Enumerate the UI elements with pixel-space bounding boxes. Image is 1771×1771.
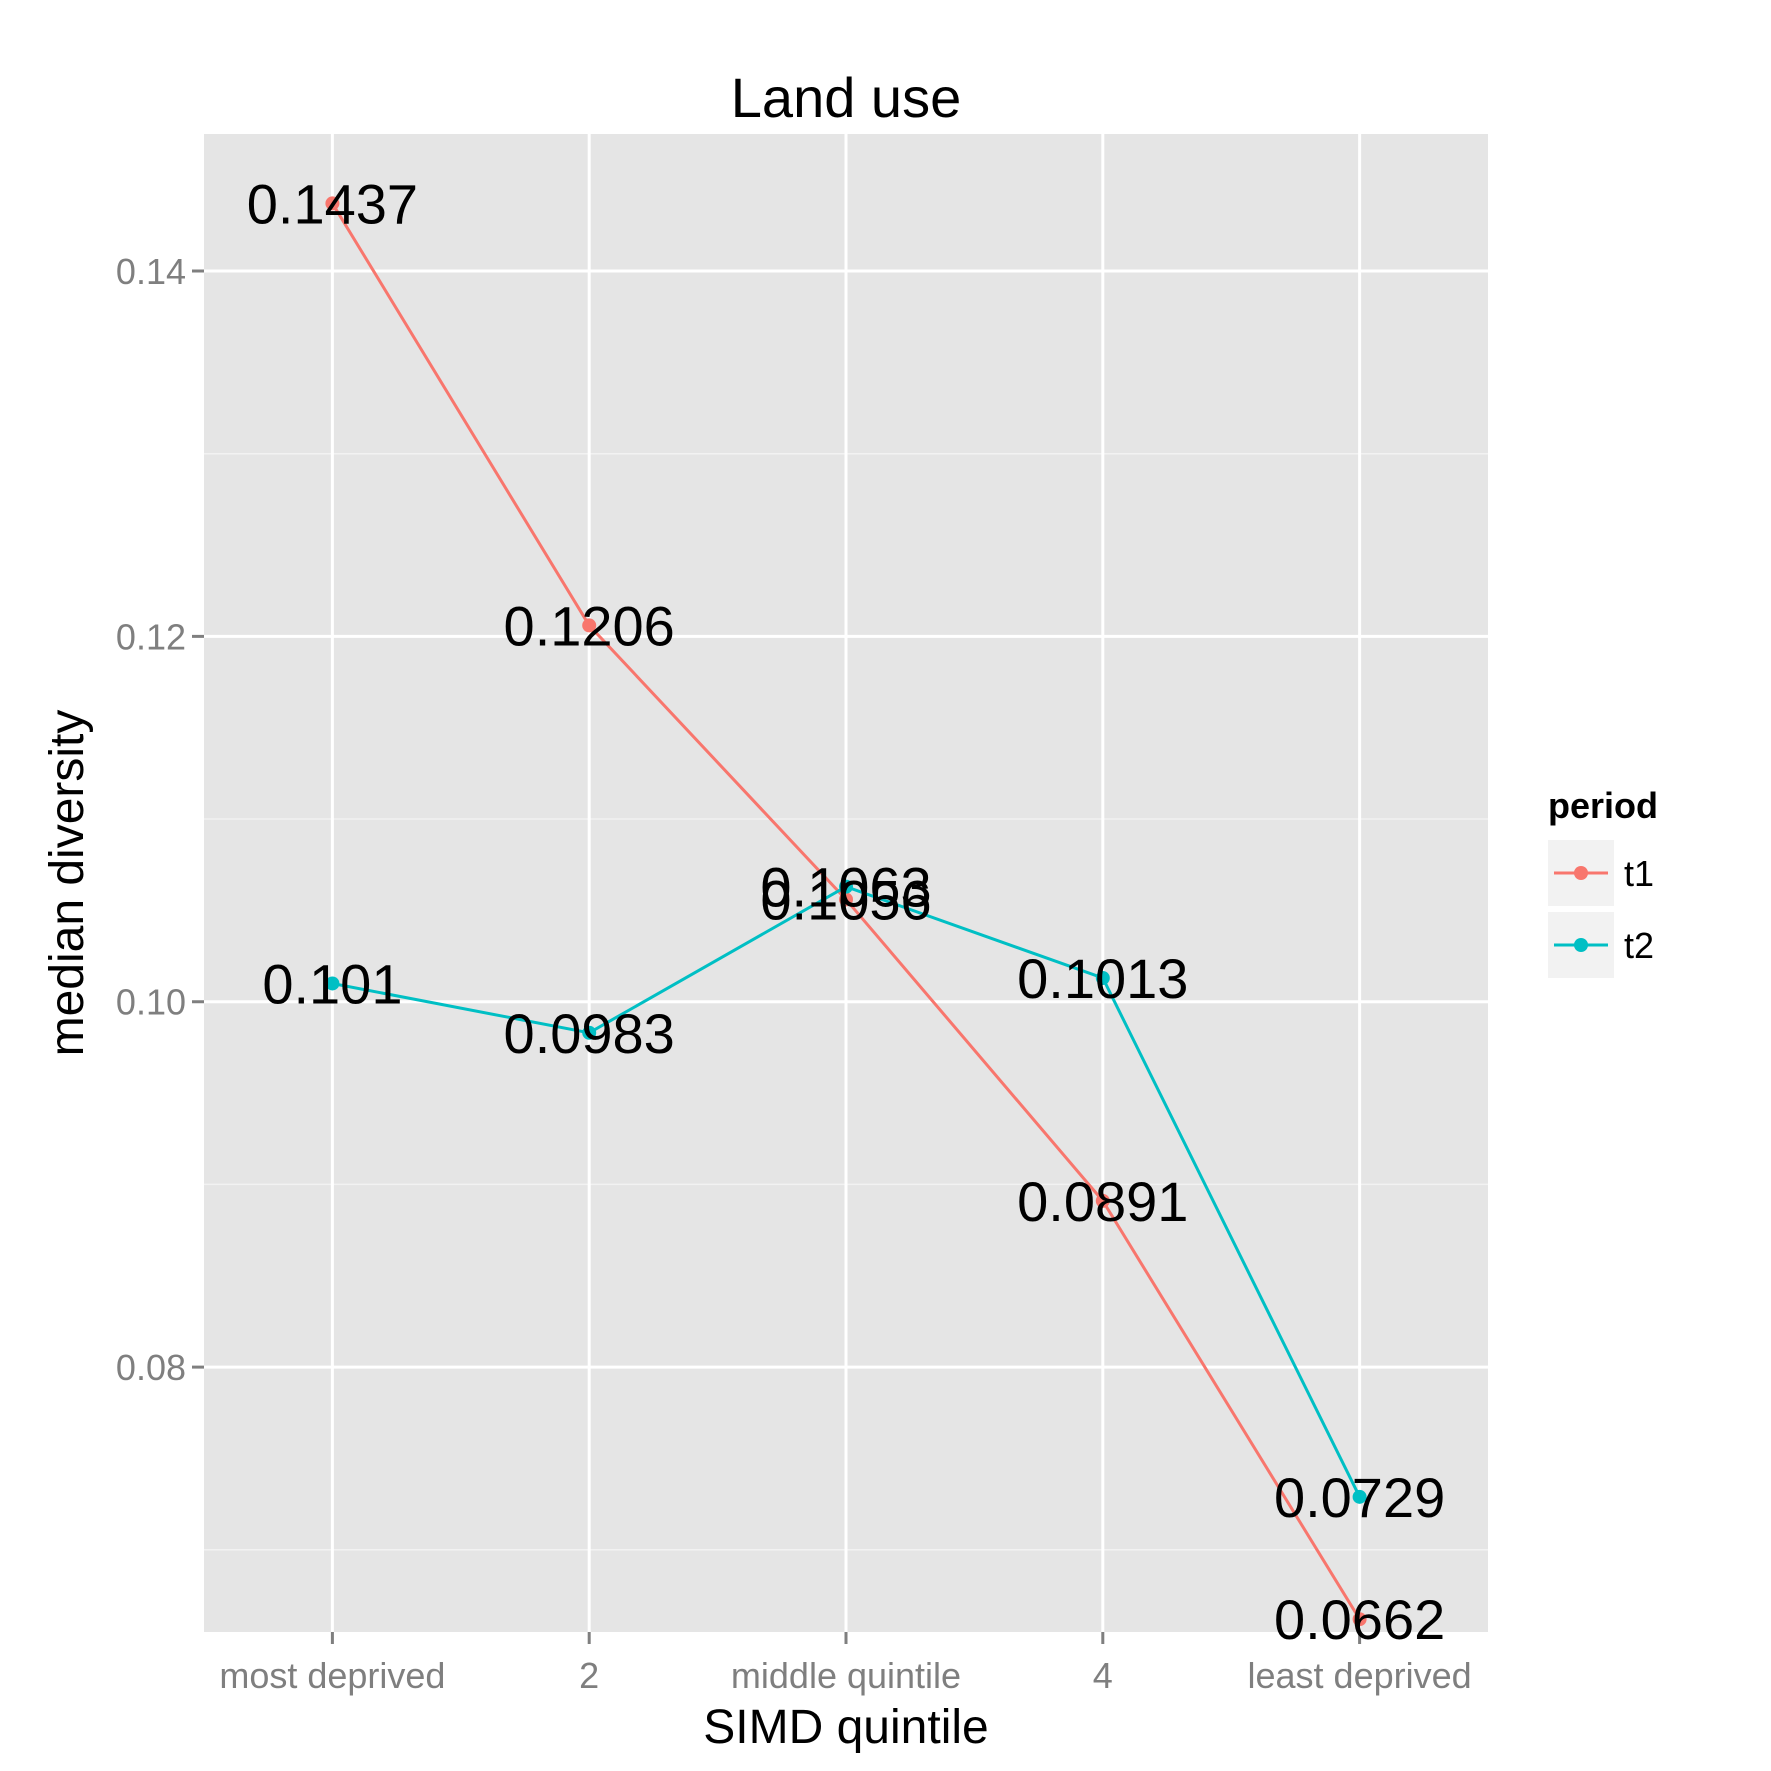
data-point-t1 [1095,1193,1110,1208]
data-label-t2: 0.0983 [504,1002,675,1065]
chart-title: Land use [731,66,961,129]
x-tick-label: most deprived [219,1655,445,1696]
data-label-t1: 0.0662 [1274,1588,1445,1651]
data-point-t1 [1352,1612,1367,1627]
x-tick-label: 4 [1093,1655,1113,1696]
data-label-t2: 0.101 [262,952,402,1015]
data-point-t1 [325,196,340,211]
legend-point-t2 [1574,938,1588,952]
data-label-t1: 0.0891 [1017,1170,1188,1233]
y-tick-label: 0.10 [116,982,186,1023]
x-tick-label: least deprived [1248,1655,1472,1696]
data-point-t1 [582,618,597,633]
legend-label-t2: t2 [1624,925,1654,966]
y-tick-label: 0.08 [116,1347,186,1388]
data-labels: 0.1437 0.1206 0.1056 0.0891 0.0662 0.101 0.098… [247,172,1445,1651]
data-point-t2 [839,879,853,894]
data-label-t1: 0.1437 [247,172,418,235]
x-tick-label: 2 [579,1655,599,1696]
legend-point-t1 [1574,866,1588,880]
x-tick-label: middle quintile [731,1655,961,1696]
data-label-t1: 0.1206 [504,594,675,657]
data-label-t1: 0.1056 [760,868,931,931]
x-axis-title: SIMD quintile [703,1701,988,1754]
legend: period t1 t2 [1548,785,1658,978]
series-lines [325,196,1367,1627]
data-point-t2 [582,1025,597,1040]
data-label-t2: 0.1013 [1017,947,1188,1010]
data-label-t2: 0.0729 [1274,1466,1445,1529]
data-label-t2: 0.1063 [760,856,931,919]
data-point-t2 [1095,970,1110,985]
y-tick-label: 0.14 [116,251,186,292]
data-point-t1 [839,892,853,907]
legend-label-t1: t1 [1624,853,1654,894]
legend-title: period [1548,785,1658,826]
data-point-t2 [325,976,340,991]
y-tick-label: 0.12 [116,616,186,657]
axes: 0.08 0.10 0.12 0.14 most deprived 2 middle qui… [116,251,1472,1696]
data-point-t2 [1352,1489,1367,1504]
y-axis-title: median diversity [41,710,94,1057]
